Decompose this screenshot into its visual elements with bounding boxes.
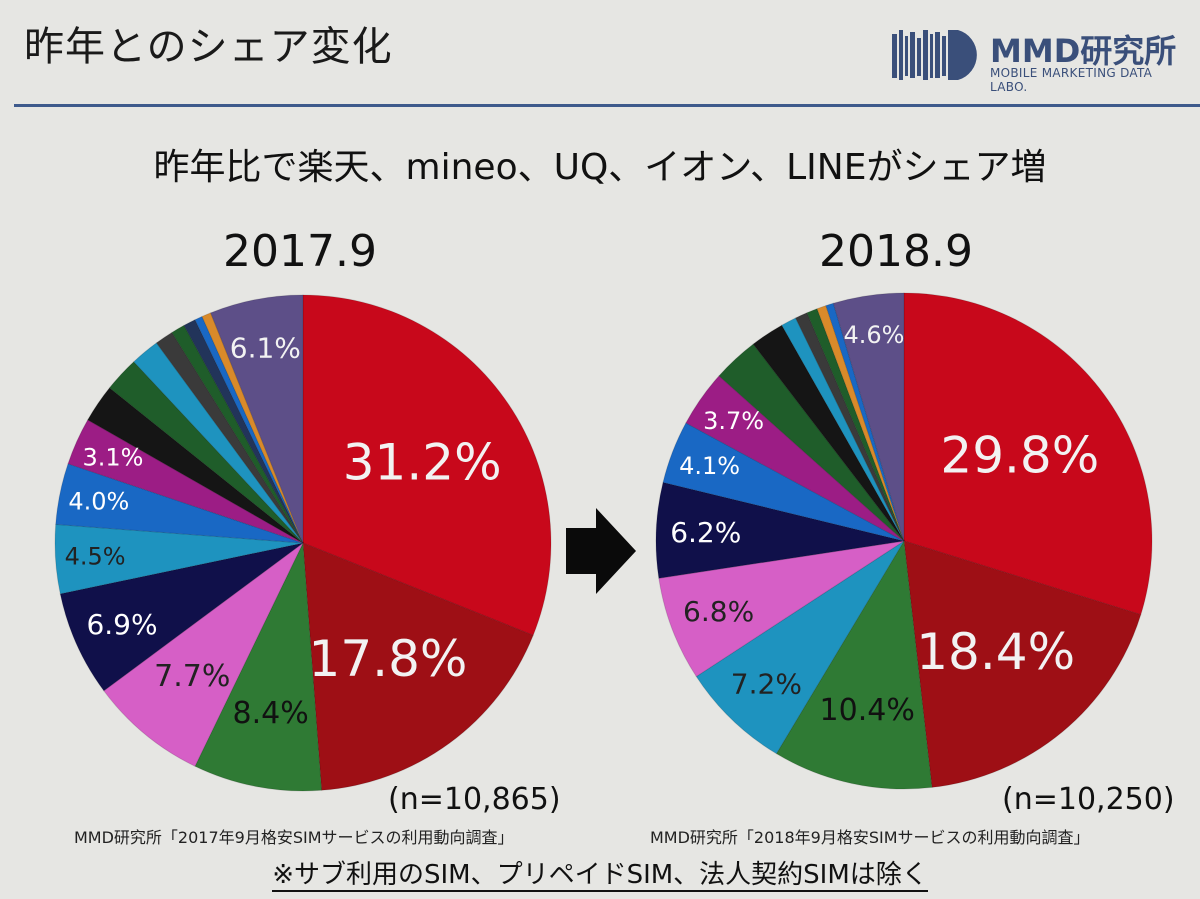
chart-title-2018: 2018.9 — [819, 226, 973, 277]
slice-label-2018-1: 18.4% — [916, 623, 1075, 681]
slice-label-2017-5: 4.5% — [65, 543, 126, 571]
pie-slice-2017-7 — [67, 419, 304, 544]
pie-slice-2017-16 — [209, 294, 304, 544]
pie-slice-2018-8 — [718, 343, 905, 542]
chart-title-2017: 2017.9 — [223, 226, 377, 277]
pie-slice-2018-6 — [662, 422, 905, 542]
right-arrow-icon — [566, 508, 636, 594]
footnote: ※サブ利用のSIM、プリペイドSIM、法人契約SIMは除く — [0, 854, 1200, 892]
slice-label-2017-3: 7.7% — [154, 659, 230, 694]
sample-size-2018: (n=10,250) — [1002, 782, 1175, 817]
slice-label-2018-3: 7.2% — [731, 667, 802, 700]
slice-label-2017-7: 3.1% — [82, 444, 143, 472]
slide-subtitle: 昨年比で楽天、mineo、UQ、イオン、LINEがシェア増 — [153, 147, 1047, 188]
logo-name: MMD研究所 — [990, 32, 1177, 70]
slice-label-2018-6: 4.1% — [679, 452, 740, 480]
pie-slice-2017-0 — [302, 294, 552, 637]
pie-slice-2017-15 — [201, 312, 304, 544]
pie-slice-2017-3 — [103, 542, 304, 767]
title-divider — [14, 104, 1200, 107]
pie-slice-2018-3 — [695, 540, 905, 755]
source-2018: MMD研究所「2018年9月格安SIMサービスの利用動向調査」 — [650, 828, 1090, 847]
source-2017: MMD研究所「2017年9月格安SIMサービスの利用動向調査」 — [74, 828, 514, 847]
pie-slice-2018-10 — [781, 317, 905, 542]
logo: MMD研究所 MOBILE MARKETING DATA LABO. — [890, 24, 1190, 94]
pie-slice-2017-14 — [194, 315, 304, 544]
pie-slice-2017-2 — [194, 541, 323, 792]
pie-slice-2017-9 — [108, 361, 304, 544]
pie-slice-2018-14 — [825, 302, 905, 542]
pie-slice-2018-5 — [655, 481, 905, 579]
slice-label-2018-7: 3.7% — [703, 407, 764, 435]
pie-slice-2017-6 — [55, 463, 304, 544]
footnote-text: ※サブ利用のSIM、プリペイドSIM、法人契約SIMは除く — [272, 860, 928, 892]
pie-slice-2017-11 — [155, 331, 304, 544]
pie-slice-2017-13 — [183, 319, 304, 544]
pie-slice-2017-1 — [302, 542, 534, 791]
pie-2017: 31.2% 17.8%8.4%7.7% 6.9% 4.5% 4.0% 3.1% 6.1% — [54, 294, 552, 792]
slice-label-2017-4: 6.9% — [86, 608, 157, 641]
pie-slice-2018-1 — [903, 540, 1142, 788]
pie-slice-2018-15 — [832, 292, 905, 542]
pie-slice-2017-4 — [59, 542, 304, 692]
slice-label-2017-6: 4.0% — [68, 488, 129, 516]
pie-2018: 29.8% 18.4%10.4% 7.2% 6.8% 6.2% 4.1% 3.7% 4.6% — [655, 292, 1153, 790]
page-title: 昨年とのシェア変化 — [24, 24, 393, 70]
pie-slice-2018-13 — [816, 304, 905, 542]
logo-subtitle: MOBILE MARKETING DATA LABO. — [990, 66, 1153, 94]
pie-slice-2017-12 — [171, 324, 304, 544]
pie-slice-2018-0 — [903, 292, 1153, 616]
slice-label-2017-0: 31.2% — [343, 433, 502, 491]
slice-label-2017-2: 8.4% — [232, 696, 308, 731]
pie-slice-2017-10 — [133, 342, 304, 544]
slice-label-2017-16: 6.1% — [230, 332, 301, 365]
pie-slice-2017-8 — [87, 387, 304, 544]
pie-slice-2018-11 — [794, 312, 905, 542]
slice-label-2018-4: 6.8% — [683, 595, 754, 628]
pie-slice-2017-5 — [54, 523, 304, 595]
slice-label-2018-2: 10.4% — [820, 693, 915, 728]
slice-label-2018-15: 4.6% — [844, 321, 905, 349]
pie-slice-2018-7 — [685, 375, 905, 542]
slice-label-2017-1: 17.8% — [309, 630, 468, 688]
slice-label-2018-5: 6.2% — [670, 516, 741, 549]
pie-slice-2018-2 — [775, 539, 933, 790]
slice-label-2018-0: 29.8% — [940, 427, 1099, 485]
sample-size-2017: (n=10,865) — [388, 782, 561, 817]
mmd-logo-icon — [892, 30, 977, 80]
pie-slice-2018-9 — [752, 324, 905, 542]
pie-slice-2018-4 — [658, 540, 905, 678]
pie-slice-2018-12 — [806, 308, 905, 542]
